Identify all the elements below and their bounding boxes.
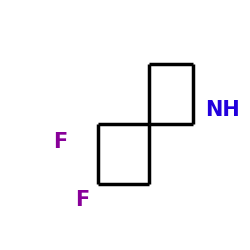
- Text: F: F: [53, 132, 68, 152]
- Text: F: F: [76, 190, 90, 210]
- Text: NH: NH: [205, 100, 240, 120]
